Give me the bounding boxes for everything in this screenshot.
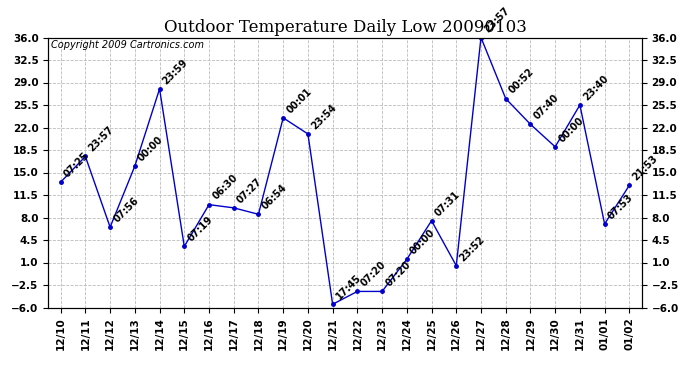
Text: 00:00: 00:00 [408,228,437,256]
Text: 17:45: 17:45 [334,273,363,302]
Text: 00:01: 00:01 [284,86,313,115]
Text: 00:00: 00:00 [136,134,165,163]
Text: 07:53: 07:53 [606,192,635,221]
Text: Copyright 2009 Cartronics.com: Copyright 2009 Cartronics.com [51,40,204,50]
Text: 23:54: 23:54 [309,102,338,131]
Text: 00:52: 00:52 [507,67,536,96]
Text: 06:30: 06:30 [210,173,239,202]
Text: 07:20: 07:20 [384,260,413,289]
Text: 21:53: 21:53 [631,154,660,183]
Title: Outdoor Temperature Daily Low 20090103: Outdoor Temperature Daily Low 20090103 [164,19,526,36]
Text: 06:54: 06:54 [260,183,289,212]
Text: 07:40: 07:40 [532,93,561,122]
Text: 07:25: 07:25 [62,150,91,179]
Text: 23:52: 23:52 [457,234,486,263]
Text: 07:27: 07:27 [235,176,264,205]
Text: 00:00: 00:00 [557,115,586,144]
Text: 07:31: 07:31 [433,189,462,218]
Text: 07:56: 07:56 [112,195,141,224]
Text: 07:19: 07:19 [186,214,215,244]
Text: 23:59: 23:59 [161,57,190,86]
Text: 23:57: 23:57 [482,6,511,35]
Text: 07:20: 07:20 [359,260,388,289]
Text: 23:57: 23:57 [87,124,116,154]
Text: 23:40: 23:40 [581,73,610,102]
